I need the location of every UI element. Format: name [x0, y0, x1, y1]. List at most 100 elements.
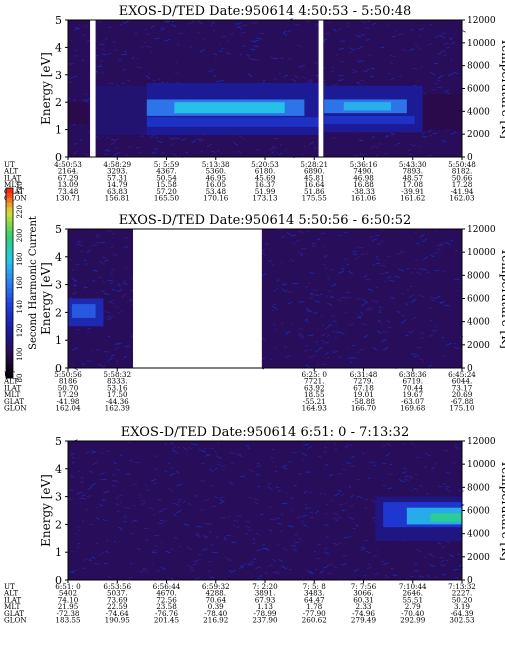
texture-stroke — [117, 342, 122, 346]
texture-stroke — [450, 131, 457, 135]
texture-stroke — [197, 138, 202, 140]
texture-stroke — [415, 445, 417, 448]
texture-stroke — [85, 25, 88, 27]
texture-stroke — [324, 463, 329, 467]
texture-stroke — [231, 541, 237, 544]
texture-stroke — [134, 519, 138, 522]
texture-stroke — [443, 449, 448, 452]
texture-stroke — [300, 64, 306, 69]
texture-stroke — [170, 442, 174, 445]
texture-stroke — [437, 53, 441, 55]
texture-stroke — [288, 461, 292, 463]
texture-stroke — [229, 451, 235, 454]
texture-stroke — [139, 570, 145, 573]
texture-stroke — [171, 449, 178, 454]
texture-stroke — [252, 45, 259, 47]
texture-stroke — [303, 524, 308, 528]
texture-stroke — [372, 346, 377, 351]
texture-stroke — [217, 441, 220, 444]
texture-stroke — [416, 242, 420, 245]
table-cell: 6:45:24 — [448, 370, 476, 379]
texture-stroke — [431, 466, 435, 470]
texture-stroke — [434, 329, 437, 332]
texture-stroke — [328, 290, 332, 293]
texture-stroke — [370, 67, 375, 70]
table-cell: 5:50:56 — [54, 370, 82, 379]
texture-stroke — [253, 497, 260, 501]
texture-stroke — [356, 82, 361, 86]
texture-stroke — [322, 245, 325, 248]
texture-stroke — [297, 44, 303, 48]
texture-stroke — [208, 560, 211, 563]
texture-stroke — [89, 494, 92, 497]
texture-stroke — [344, 311, 348, 314]
table-cell: -74.64 — [106, 609, 129, 618]
texture-stroke — [380, 240, 384, 242]
texture-stroke — [189, 20, 196, 25]
texture-stroke — [410, 442, 415, 446]
y2-tick-label: 4000 — [467, 318, 490, 328]
table-cell: 16.88 — [353, 180, 374, 189]
y2-axis-label: Temperature [K] — [499, 38, 505, 139]
texture-stroke — [228, 569, 232, 573]
texture-stroke — [123, 246, 129, 248]
texture-stroke — [92, 461, 99, 466]
y2-tick-label: 10000 — [467, 248, 496, 258]
texture-stroke — [305, 307, 312, 312]
texture-stroke — [365, 307, 371, 311]
colorbar-tick-label: 160 — [16, 276, 24, 289]
texture-stroke — [308, 491, 313, 494]
texture-stroke — [230, 462, 235, 465]
texture-stroke — [124, 506, 131, 509]
table-cell: 216.92 — [203, 616, 228, 625]
y2-tick-label: 12000 — [467, 16, 496, 26]
texture-stroke — [80, 125, 83, 127]
colorbar-swatch — [6, 249, 13, 255]
texture-stroke — [198, 448, 203, 452]
texture-stroke — [294, 533, 299, 536]
texture-stroke — [224, 556, 229, 559]
texture-stroke — [311, 242, 316, 245]
texture-stroke — [241, 24, 248, 27]
texture-stroke — [123, 520, 127, 523]
texture-stroke — [107, 576, 111, 578]
texture-stroke — [418, 145, 421, 148]
texture-stroke — [252, 22, 258, 24]
texture-stroke — [177, 501, 181, 503]
texture-stroke — [274, 465, 277, 468]
table-row-label: UT — [4, 582, 15, 591]
texture-stroke — [246, 54, 250, 56]
colorbar-swatch — [6, 278, 13, 284]
table-cell: 15.58 — [156, 180, 177, 189]
table-cell: 6:59:32 — [202, 582, 230, 591]
table-cell: 13.09 — [58, 180, 79, 189]
table-cell: 7:13:32 — [448, 582, 476, 591]
texture-stroke — [426, 271, 430, 274]
texture-stroke — [360, 302, 367, 307]
texture-stroke — [198, 553, 202, 556]
texture-stroke — [208, 530, 213, 533]
texture-stroke — [199, 141, 202, 143]
texture-stroke — [342, 469, 347, 471]
table-cell: 21.95 — [58, 602, 79, 611]
texture-stroke — [442, 545, 446, 548]
texture-stroke — [69, 296, 73, 299]
y-tick-label: 0 — [55, 151, 62, 164]
texture-stroke — [109, 282, 114, 285]
texture-stroke — [100, 241, 106, 244]
texture-stroke — [356, 45, 363, 50]
y-axis-label: Energy [eV] — [39, 52, 53, 125]
y-tick-label: 5 — [55, 223, 62, 236]
colorbar-swatch — [6, 316, 13, 322]
texture-stroke — [161, 152, 165, 154]
texture-stroke — [203, 499, 210, 502]
table-cell: 46.95 — [205, 173, 226, 182]
texture-stroke — [346, 348, 349, 350]
table-cell: 5:36:16 — [350, 160, 378, 169]
texture-stroke — [104, 562, 108, 565]
colorbar-swatch — [6, 359, 13, 365]
colorbar-swatch — [6, 268, 13, 274]
texture-stroke — [288, 568, 292, 571]
texture-stroke — [136, 146, 140, 149]
